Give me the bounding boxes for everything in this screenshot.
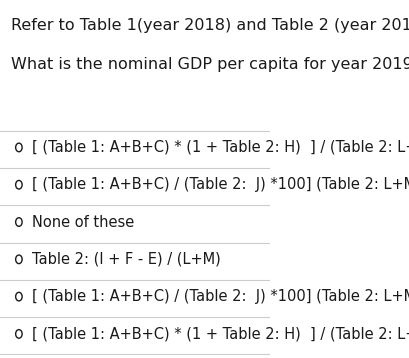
- Text: None of these: None of these: [32, 214, 134, 229]
- Text: Table 2: (I + F - E) / (L+M): Table 2: (I + F - E) / (L+M): [32, 252, 220, 267]
- Text: [ (Table 1: A+B+C) * (1 + Table 2: H)  ] / (Table 2: L+M): [ (Table 1: A+B+C) * (1 + Table 2: H) ] …: [32, 140, 409, 155]
- Text: What is the nominal GDP per capita for year 2019?: What is the nominal GDP per capita for y…: [11, 57, 409, 72]
- Text: [ (Table 1: A+B+C) / (Table 2:  J) *100] (Table 2: L+M): [ (Table 1: A+B+C) / (Table 2: J) *100] …: [32, 177, 409, 192]
- Text: [ (Table 1: A+B+C) * (1 + Table 2: H)  ] / (Table 2: L+M-N): [ (Table 1: A+B+C) * (1 + Table 2: H) ] …: [32, 326, 409, 342]
- Text: [ (Table 1: A+B+C) / (Table 2:  J) *100] (Table 2: L+M-N): [ (Table 1: A+B+C) / (Table 2: J) *100] …: [32, 289, 409, 304]
- Text: Refer to Table 1(year 2018) and Table 2 (year 2019).: Refer to Table 1(year 2018) and Table 2 …: [11, 18, 409, 33]
